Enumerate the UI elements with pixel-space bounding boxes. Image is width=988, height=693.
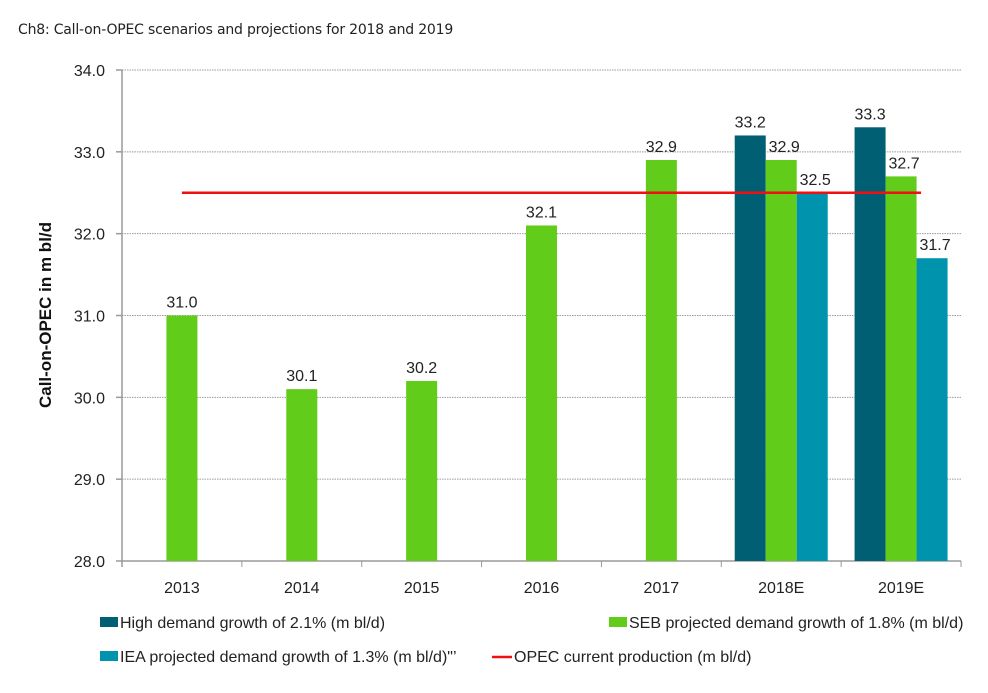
legend: High demand growth of 2.1% (m bl/d) SEB p… [100, 615, 963, 666]
y-tick-label: 29.0 [74, 472, 105, 489]
chart-title: Ch8: Call-on-OPEC scenarios and projecti… [18, 22, 454, 38]
legend-item: High demand growth of 2.1% (m bl/d) [100, 615, 385, 632]
legend-item: OPEC current production (m bl/d) [492, 649, 751, 666]
legend-swatch [100, 651, 118, 661]
bar [916, 258, 948, 561]
bar [796, 192, 828, 561]
legend-label: SEB projected demand growth of 1.8% (m b… [629, 615, 963, 632]
legend-label: OPEC current production (m bl/d) [514, 649, 751, 666]
data-label: 32.5 [800, 172, 831, 189]
data-labels: 31.030.1 30.232.132.933.232.932.533.332.7… [166, 106, 950, 385]
y-tick-label: 30.0 [74, 390, 105, 407]
y-tick-label: 31.0 [74, 309, 105, 326]
x-tick-label: 2013 [164, 580, 200, 597]
y-tick-label: 32.0 [74, 227, 105, 244]
bars [166, 127, 948, 562]
data-label: 32.9 [646, 139, 677, 156]
y-tick-label: 33.0 [74, 145, 105, 162]
x-tick-label: 2016 [524, 580, 560, 597]
y-tick-label: 28.0 [74, 554, 105, 571]
bar [526, 225, 557, 561]
data-label: 31.7 [920, 237, 951, 254]
data-label: 30.2 [406, 360, 437, 377]
data-label: 31.0 [166, 295, 197, 312]
data-label: 30.1 [286, 368, 317, 385]
bar [734, 135, 766, 561]
y-axis-label: Call-on-OPEC in m bl/d [36, 222, 55, 408]
bar [645, 160, 677, 561]
legend-label: High demand growth of 2.1% (m bl/d) [120, 615, 385, 632]
legend-item: IEA projected demand growth of 1.3% (m b… [100, 649, 457, 666]
data-label: 33.3 [855, 106, 886, 123]
legend-swatch [609, 617, 627, 627]
x-tick-label: 2018E [758, 580, 804, 597]
y-tick-labels: 28.0 29.0 30.0 31.0 32.0 33.0 34.0 [74, 63, 105, 571]
bar [885, 176, 917, 561]
bar [406, 380, 438, 561]
x-tick-label: 2017 [644, 580, 680, 597]
data-label: 33.2 [735, 114, 766, 131]
bar [765, 160, 797, 561]
y-tick-label: 34.0 [74, 63, 105, 80]
legend-swatch [100, 617, 118, 627]
x-tick-labels: 2013 2014 2015 2016 2017 2018E 2019E [164, 580, 924, 597]
data-label: 32.9 [769, 139, 800, 156]
legend-item: SEB projected demand growth of 1.8% (m b… [609, 615, 963, 632]
data-label: 32.7 [889, 155, 920, 172]
x-tick-label: 2014 [284, 580, 320, 597]
bar [286, 389, 318, 561]
legend-label: IEA projected demand growth of 1.3% (m b… [120, 649, 457, 666]
x-tick-label: 2019E [878, 580, 924, 597]
bar [166, 315, 198, 561]
data-label: 32.1 [526, 204, 557, 221]
bar [854, 127, 886, 562]
x-tick-label: 2015 [404, 580, 440, 597]
